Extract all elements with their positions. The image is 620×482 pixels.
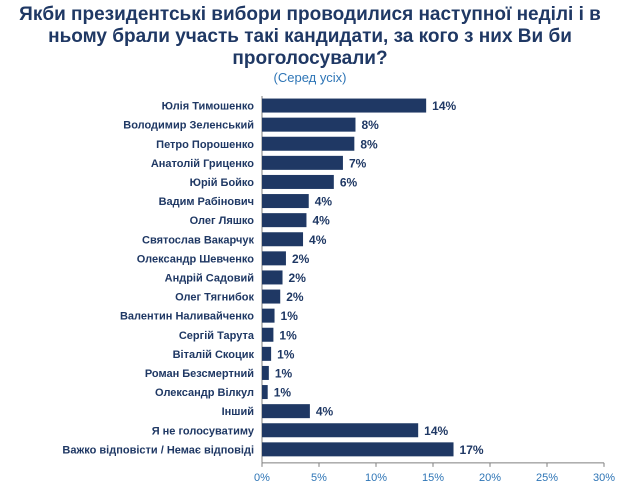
bar [262, 174, 334, 189]
value-label: 4% [316, 405, 334, 419]
bar [262, 251, 286, 266]
chart-title: Якби президентські вибори проводилися на… [0, 4, 620, 70]
bar [262, 136, 355, 151]
bar [262, 289, 281, 304]
category-label: Юрій Бойко [190, 177, 255, 189]
category-label: Валентин Наливайченко [120, 311, 254, 323]
bar [262, 270, 283, 285]
value-label: 8% [361, 118, 379, 132]
value-label: 4% [315, 195, 333, 209]
x-tick-label: 10% [365, 472, 387, 482]
bar [262, 117, 356, 132]
category-label: Петро Порошенко [156, 139, 254, 151]
category-label: Роман Безсмертний [145, 368, 254, 380]
bar [262, 308, 275, 323]
category-label: Святослав Вакарчук [142, 234, 254, 246]
value-label: 1% [279, 328, 297, 342]
bar [262, 327, 274, 342]
value-label: 1% [277, 347, 295, 361]
value-label: 1% [274, 386, 292, 400]
chart-title-line-2: ньому брали участь такі кандидати, за ко… [48, 26, 572, 47]
value-label: 1% [281, 309, 299, 323]
category-label: Сергій Тарута [179, 330, 255, 342]
category-label: Олег Ляшко [190, 215, 255, 227]
value-label: 14% [432, 99, 456, 113]
value-label: 6% [340, 175, 358, 189]
value-label: 4% [312, 214, 330, 228]
bar [262, 404, 310, 419]
chart-title-line-1: Якби президентські вибори проводилися на… [19, 4, 601, 25]
bar [262, 98, 427, 113]
value-label: 1% [275, 366, 293, 380]
bar [262, 385, 268, 400]
bar [262, 423, 419, 438]
bar [262, 442, 454, 457]
category-label: Юлія Тимошенко [162, 101, 255, 113]
x-tick-label: 0% [254, 472, 270, 482]
category-label: Андрій Садовий [165, 272, 254, 284]
value-label: 2% [286, 290, 304, 304]
chart-subtitle: (Серед усіх) [273, 70, 347, 85]
value-label: 2% [289, 271, 307, 285]
bar [262, 213, 307, 228]
x-tick-label: 20% [479, 472, 501, 482]
category-label: Володимир Зеленський [123, 120, 254, 132]
value-label: 8% [360, 137, 378, 151]
value-label: 7% [349, 156, 367, 170]
bar [262, 346, 272, 361]
x-tick-label: 15% [422, 472, 444, 482]
x-tick-label: 5% [311, 472, 327, 482]
x-tick-label: 25% [536, 472, 558, 482]
category-label: Інший [222, 406, 254, 418]
bar [262, 155, 343, 170]
bar [262, 194, 309, 209]
value-label: 14% [424, 424, 448, 438]
category-label: Віталій Скоцик [173, 349, 255, 361]
value-label: 17% [460, 443, 484, 457]
category-label: Анатолій Гриценко [151, 158, 254, 170]
value-label: 4% [309, 233, 327, 247]
category-label: Олександр Шевченко [137, 253, 255, 265]
category-label: Олександр Вілкул [155, 387, 254, 399]
bar [262, 232, 304, 247]
x-tick-label: 30% [593, 472, 615, 482]
chart-title-line-3: проголосували? [232, 48, 388, 69]
category-label: Олег Тягнибок [175, 292, 254, 304]
bar [262, 365, 269, 380]
category-label: Вадим Рабінович [159, 196, 254, 208]
category-label: Важко відповісти / Немає відповіді [62, 444, 254, 456]
value-label: 2% [292, 252, 310, 266]
category-label: Я не голосуватиму [152, 425, 255, 437]
